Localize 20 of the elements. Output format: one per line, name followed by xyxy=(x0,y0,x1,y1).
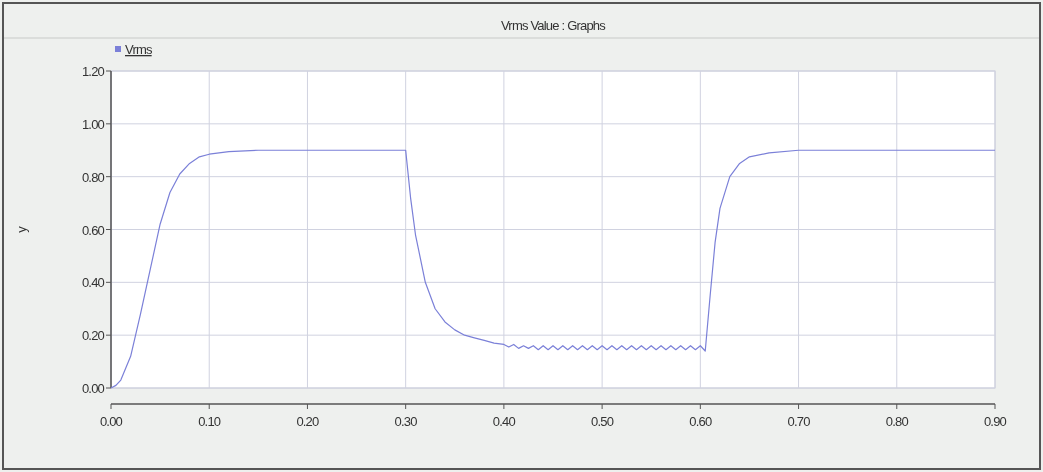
y-tick-label: 0.60 xyxy=(81,222,105,238)
x-tick-label: 0.60 xyxy=(689,414,712,429)
x-tick-label: 0.70 xyxy=(787,414,811,429)
chart-title: Vrms Value : Graphs xyxy=(500,18,607,33)
y-tick-label: 0.80 xyxy=(81,169,105,185)
legend-label: Vrms xyxy=(125,42,153,57)
y-tick-label: 0.00 xyxy=(81,381,105,396)
x-tick-label: 0.40 xyxy=(492,414,516,429)
x-tick-label: 0.80 xyxy=(885,414,909,429)
y-tick-label: 0.40 xyxy=(81,275,105,291)
y-axis-title: y xyxy=(14,225,29,233)
x-tick-label: 0.10 xyxy=(198,414,221,429)
x-tick-label: 0.30 xyxy=(394,414,418,429)
x-tick-label: 0.20 xyxy=(296,414,320,429)
x-tick-label: 0.50 xyxy=(591,414,614,429)
x-tick-label: 0.90 xyxy=(983,414,1007,429)
x-tick-label: 0.00 xyxy=(99,414,123,429)
y-tick-label: 1.20 xyxy=(81,64,105,79)
y-tick-label: 1.00 xyxy=(81,116,105,132)
y-tick-label: 0.20 xyxy=(81,328,105,344)
